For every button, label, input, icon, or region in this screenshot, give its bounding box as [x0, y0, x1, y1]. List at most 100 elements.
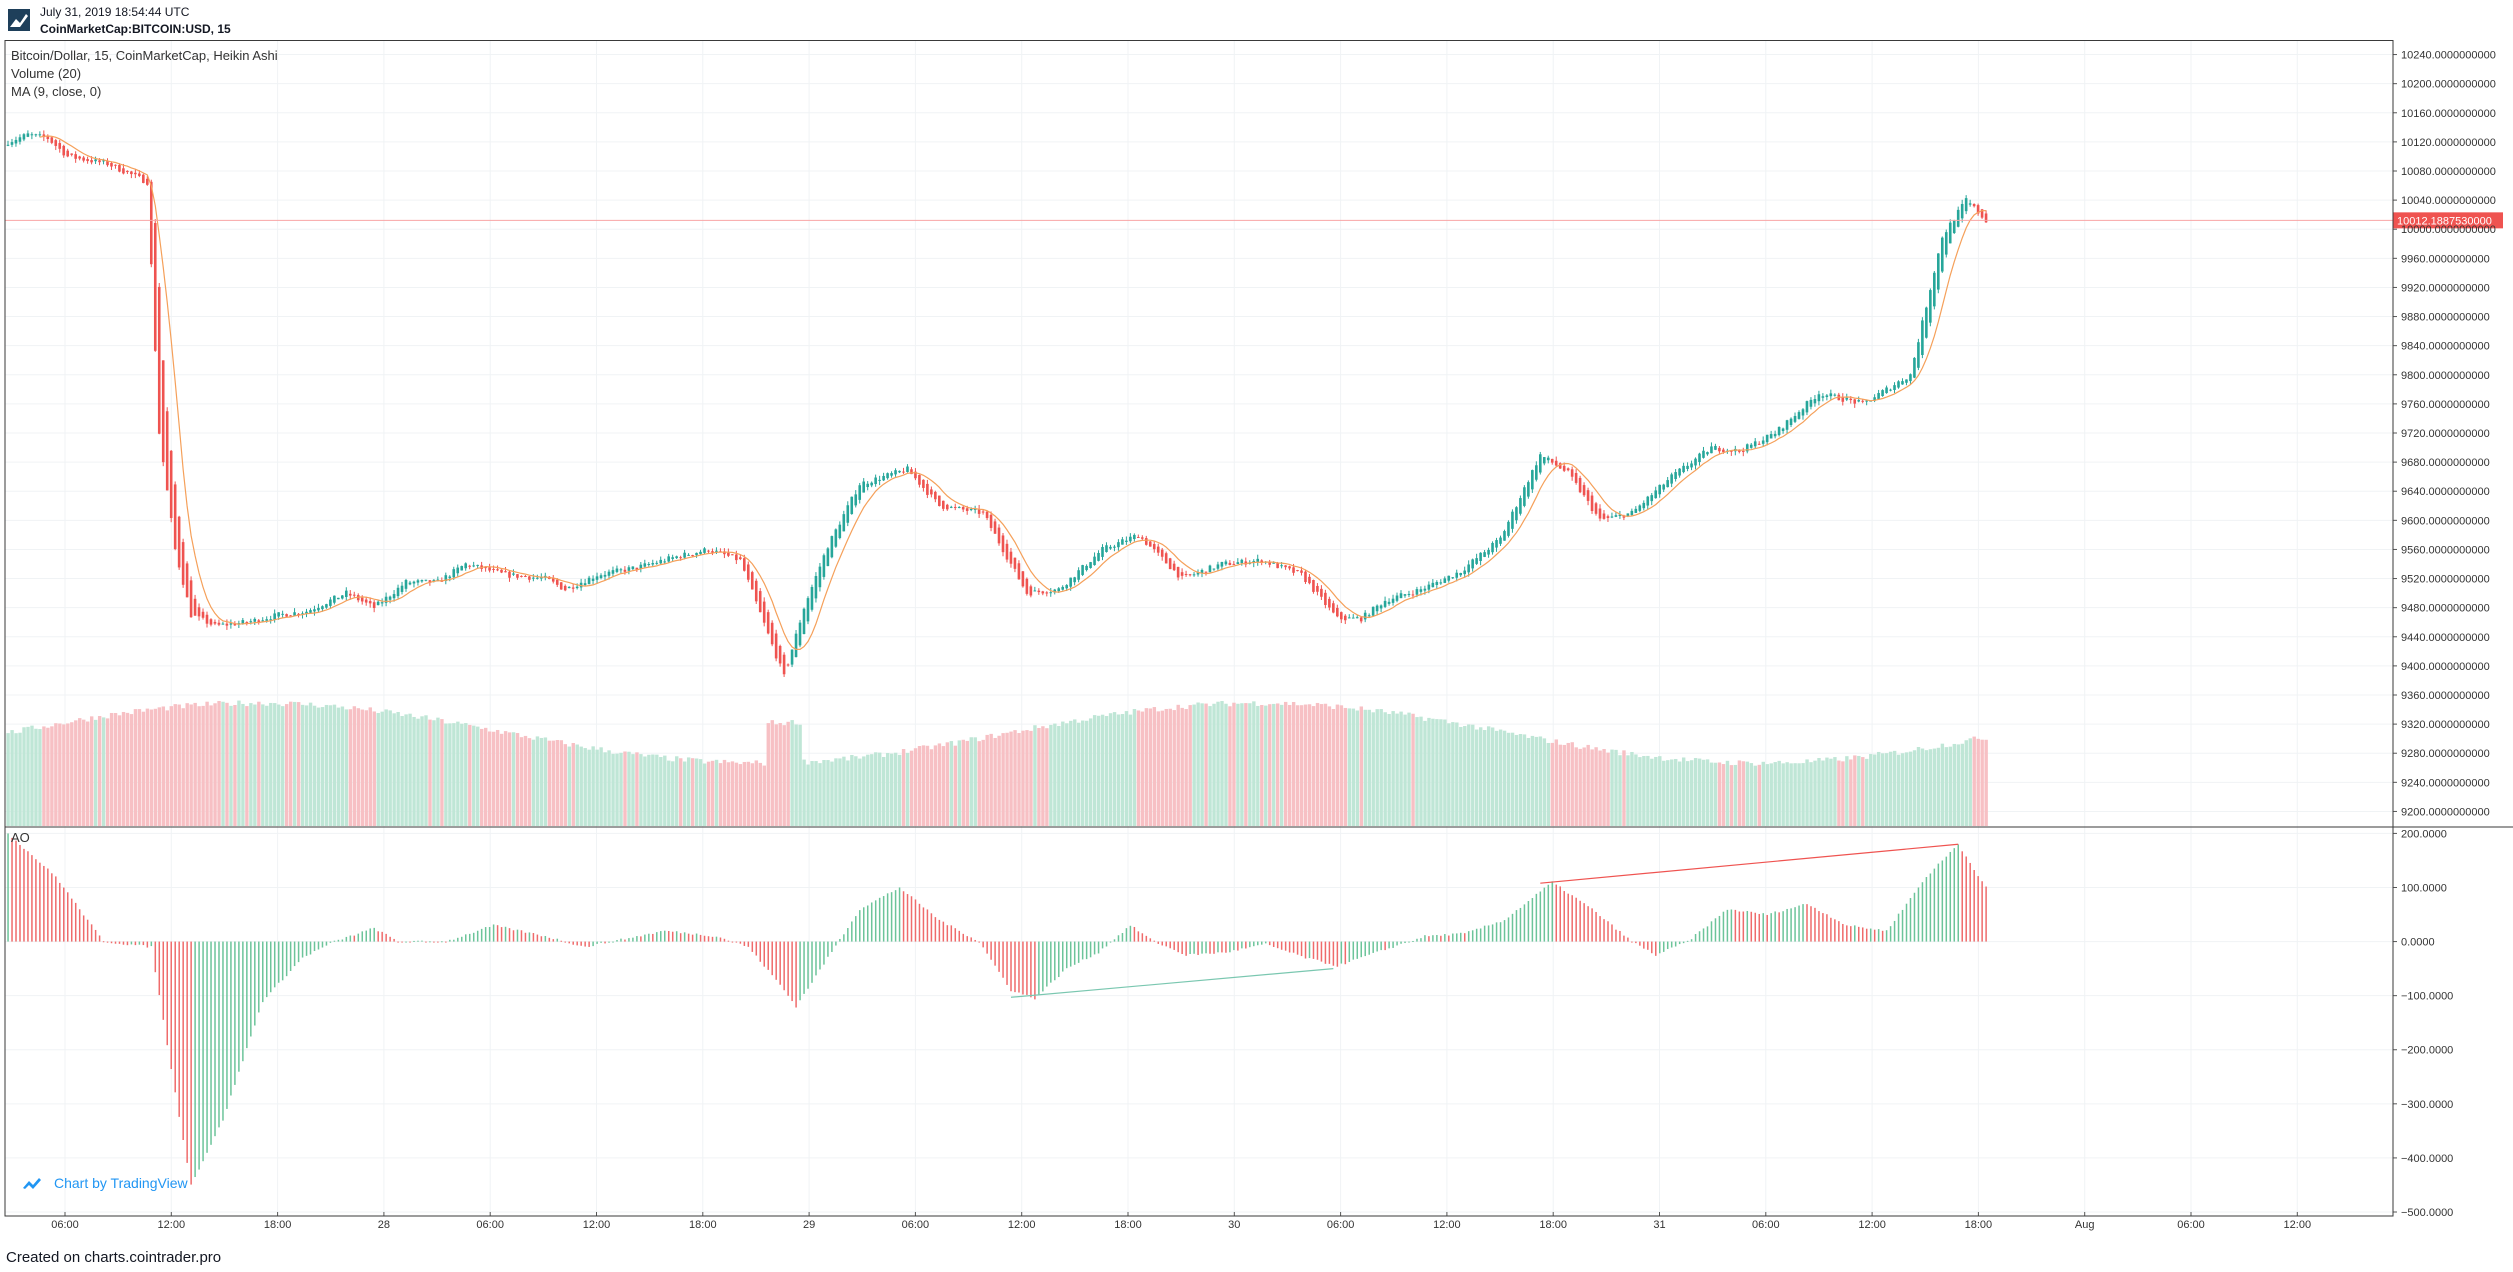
volume-bar: [1268, 704, 1272, 826]
volume-bar: [1017, 733, 1021, 826]
ao-bar: [576, 941, 578, 946]
ao-bar: [1308, 941, 1311, 959]
ao-bar: [819, 941, 821, 970]
ao-bar: [1412, 940, 1414, 942]
candle-body: [1706, 452, 1709, 455]
ao-bar: [1097, 941, 1100, 954]
axes: 10240.000000000010200.000000000010160.00…: [4, 40, 2513, 1231]
candle-body: [1280, 565, 1283, 567]
candle-body: [348, 593, 352, 596]
candle-body: [1933, 272, 1936, 307]
candle-body: [1913, 357, 1916, 378]
price-tick-label: 9480.0000000000: [2401, 603, 2490, 615]
volume-bar: [1785, 762, 1789, 826]
volume-bar: [1570, 742, 1574, 826]
candle-body: [1013, 557, 1017, 569]
volume-bar: [1331, 709, 1336, 826]
ao-bar: [703, 935, 706, 942]
ao-bar: [520, 930, 523, 942]
volume-bar: [503, 731, 508, 826]
chart-background: [5, 40, 2393, 1236]
candle-body: [1694, 458, 1697, 466]
ao-bar: [1551, 881, 1554, 942]
tradingview-watermark[interactable]: Chart by TradingView: [18, 1171, 188, 1195]
volume-bar: [1650, 758, 1654, 826]
volume-bar: [1948, 746, 1953, 826]
candle-body: [778, 645, 782, 664]
ao-bar: [174, 941, 176, 1093]
ao-bar: [787, 941, 789, 996]
volume-bar: [376, 713, 380, 826]
candle-body: [1602, 513, 1606, 519]
time-tick-label: Aug: [2075, 1219, 2095, 1231]
candle-body: [460, 566, 464, 571]
ao-bar: [130, 941, 133, 945]
ao-bar: [405, 941, 407, 943]
ao-bar: [863, 907, 865, 942]
ao-bar: [1296, 941, 1299, 955]
ao-bar: [1965, 856, 1967, 942]
candle-body: [965, 508, 969, 511]
main-series-legend[interactable]: Bitcoin/Dollar, 15, CoinMarketCap, Heiki…: [11, 48, 278, 63]
candle-body: [1781, 428, 1785, 432]
volume-bar: [93, 719, 98, 826]
volume-bar: [1419, 716, 1423, 826]
volume-bar: [1403, 714, 1407, 826]
candle-body: [1515, 507, 1518, 521]
candle-body: [707, 550, 710, 552]
ao-bar: [1810, 906, 1812, 942]
ao-bar: [1750, 911, 1753, 942]
candle-body: [1765, 434, 1769, 443]
volume-legend[interactable]: Volume (20): [11, 66, 82, 81]
volume-bar: [1888, 751, 1893, 826]
candle-body: [567, 586, 571, 589]
chart-canvas[interactable]: 10012.1887530000 10240.000000000010200.0…: [0, 40, 2513, 1242]
volume-bar: [1260, 705, 1264, 826]
candle-body: [1674, 472, 1677, 479]
volume-bar: [89, 716, 94, 826]
volume-bar: [933, 745, 938, 826]
ao-bar: [831, 941, 833, 952]
ao-bar: [1710, 921, 1713, 942]
ao-bar: [1201, 941, 1203, 954]
ao-bar: [866, 905, 869, 942]
ao-bar: [1018, 941, 1020, 993]
volume-bar: [1276, 703, 1280, 826]
candle-body: [468, 565, 471, 567]
candle-body: [1738, 450, 1741, 452]
candle-body: [607, 571, 611, 576]
volume-bar: [1670, 759, 1674, 826]
candle-body: [504, 571, 507, 573]
volume-bar: [46, 727, 50, 826]
ao-bar: [461, 936, 463, 942]
candle-body: [1387, 601, 1391, 604]
volume-bar: [452, 723, 456, 826]
candle-body: [1216, 564, 1220, 569]
volume-bar: [1582, 747, 1586, 826]
candle-body: [1025, 578, 1029, 594]
candle-body: [138, 173, 141, 176]
ao-bar: [198, 941, 200, 1170]
volume-bar: [460, 723, 464, 826]
ao-bar: [214, 941, 216, 1137]
candle-body: [1984, 213, 1988, 223]
volume-bar: [316, 707, 321, 826]
candle-body: [683, 552, 686, 558]
ao-legend[interactable]: AO: [11, 830, 30, 845]
ao-bar: [1913, 892, 1916, 942]
candle-body: [1228, 562, 1232, 565]
ao-tick-label: −500.0000: [2401, 1207, 2453, 1219]
candle-body: [961, 507, 965, 510]
candle-body: [157, 286, 161, 434]
ao-bar: [1981, 881, 1983, 942]
candle-body: [273, 613, 276, 620]
volume-bar: [1299, 705, 1304, 826]
time-tick-label: 12:00: [1858, 1219, 1886, 1231]
volume-bar: [241, 703, 245, 826]
ma-legend[interactable]: MA (9, close, 0): [11, 84, 102, 99]
ao-bar: [771, 941, 773, 976]
volume-bar: [1100, 714, 1105, 826]
candle-body: [1503, 531, 1506, 541]
candle-body: [1491, 542, 1494, 553]
ao-bar: [194, 941, 196, 1178]
